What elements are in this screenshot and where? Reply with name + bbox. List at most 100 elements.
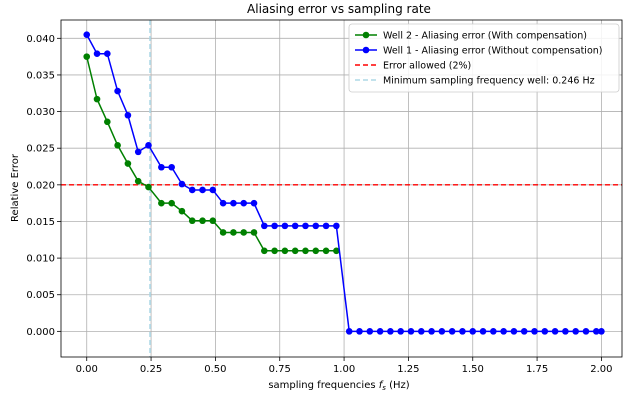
- y-tick-label: 0.025: [26, 144, 55, 155]
- chart-title: Aliasing error vs sampling rate: [247, 2, 431, 16]
- x-tick-label: 1.00: [333, 364, 355, 375]
- x-tick-label: 1.75: [526, 364, 548, 375]
- data-point: [479, 328, 487, 335]
- legend: Well 2 - Aliasing error (With compensati…: [348, 23, 620, 93]
- legend-entry: Well 2 - Aliasing error (With compensati…: [355, 31, 587, 42]
- y-tick-label: 0.020: [26, 180, 55, 191]
- data-point: [366, 328, 374, 335]
- data-point: [83, 53, 91, 60]
- data-point: [312, 222, 320, 230]
- data-point: [240, 229, 248, 236]
- data-point: [188, 217, 196, 225]
- data-point: [459, 328, 466, 335]
- data-point: [438, 328, 446, 335]
- data-point: [291, 222, 299, 230]
- data-point: [271, 222, 278, 230]
- data-point: [302, 247, 309, 255]
- legend-swatch-marker: [362, 31, 370, 39]
- y-tick-label: 0.030: [26, 107, 55, 118]
- y-tick-label: 0.005: [26, 290, 55, 301]
- data-point: [562, 328, 569, 335]
- data-point: [407, 328, 415, 335]
- y-tick-label: 0.035: [26, 70, 55, 81]
- legend-label: Minimum sampling frequency well: 0.246 H…: [383, 76, 595, 87]
- y-axis-ticks: 0.000 0.005 0.010 0.015 0.020 0.025 0.030 0.035…: [26, 34, 61, 338]
- legend-entry: Error allowed (2%): [355, 61, 471, 72]
- data-point: [178, 180, 186, 188]
- legend-entry: Well 1 - Aliasing error (Without compens…: [355, 46, 602, 57]
- y-tick-label: 0.000: [26, 327, 55, 338]
- data-point: [199, 186, 206, 194]
- data-point: [124, 111, 132, 119]
- data-point: [356, 328, 363, 335]
- data-point: [230, 229, 237, 236]
- data-point: [531, 328, 538, 335]
- data-point: [376, 328, 384, 335]
- data-point: [124, 160, 132, 167]
- data-point: [250, 229, 258, 236]
- data-point: [520, 328, 528, 335]
- data-point: [302, 222, 309, 230]
- x-axis-title-text: sampling frequencies: [268, 380, 378, 391]
- data-point: [178, 207, 186, 215]
- data-point: [281, 222, 289, 230]
- data-point: [188, 186, 196, 194]
- data-point: [209, 217, 217, 225]
- data-point: [219, 199, 227, 207]
- data-point: [291, 247, 299, 255]
- legend-swatch-marker: [362, 46, 370, 54]
- data-point: [598, 328, 605, 335]
- data-point: [158, 163, 165, 171]
- data-point: [312, 247, 320, 255]
- series-1: [83, 53, 340, 255]
- x-tick-label: 0.50: [204, 364, 226, 375]
- series-lines: [83, 31, 605, 335]
- data-point: [250, 199, 258, 207]
- data-point: [417, 328, 425, 335]
- data-point: [582, 328, 590, 335]
- legend-box: [348, 23, 620, 93]
- data-point: [104, 50, 111, 57]
- data-point: [260, 222, 268, 230]
- x-tick-label: 1.50: [462, 364, 484, 375]
- legend-label: Well 2 - Aliasing error (With compensati…: [383, 31, 587, 42]
- data-point: [510, 328, 518, 335]
- data-point: [145, 141, 152, 149]
- data-point: [93, 50, 101, 57]
- data-point: [345, 328, 353, 335]
- x-axis-title: sampling frequencies fs (Hz): [268, 380, 409, 392]
- data-point: [93, 95, 101, 103]
- data-point: [145, 183, 152, 191]
- data-point: [158, 199, 165, 207]
- x-axis-title-unit: (Hz): [386, 380, 410, 391]
- data-point: [271, 247, 278, 255]
- data-point: [397, 328, 404, 335]
- data-point: [428, 328, 435, 335]
- data-point: [168, 163, 175, 171]
- data-point: [387, 328, 394, 335]
- data-point: [322, 247, 330, 255]
- x-axis-title-subscript: s: [382, 384, 386, 392]
- x-tick-label: 1.25: [397, 364, 419, 375]
- data-point: [114, 141, 121, 149]
- legend-label: Well 1 - Aliasing error (Without compens…: [383, 46, 602, 57]
- data-point: [281, 247, 289, 255]
- x-axis-title-symbol: f: [379, 380, 384, 391]
- data-point: [500, 328, 507, 335]
- data-point: [114, 87, 121, 95]
- legend-entry: Minimum sampling frequency well: 0.246 H…: [355, 76, 595, 87]
- plot-frame: [60, 19, 623, 358]
- data-point: [230, 199, 237, 207]
- legend-label: Error allowed (2%): [383, 61, 471, 72]
- data-point: [333, 247, 340, 255]
- data-point: [168, 199, 175, 207]
- series-2: [83, 31, 605, 335]
- data-point: [469, 328, 477, 335]
- data-point: [219, 229, 227, 236]
- data-point: [333, 222, 340, 230]
- x-tick-label: 0.25: [140, 364, 162, 375]
- data-point: [104, 118, 111, 126]
- y-tick-label: 0.010: [26, 254, 55, 265]
- data-point: [209, 186, 217, 194]
- y-tick-label: 0.015: [26, 217, 55, 228]
